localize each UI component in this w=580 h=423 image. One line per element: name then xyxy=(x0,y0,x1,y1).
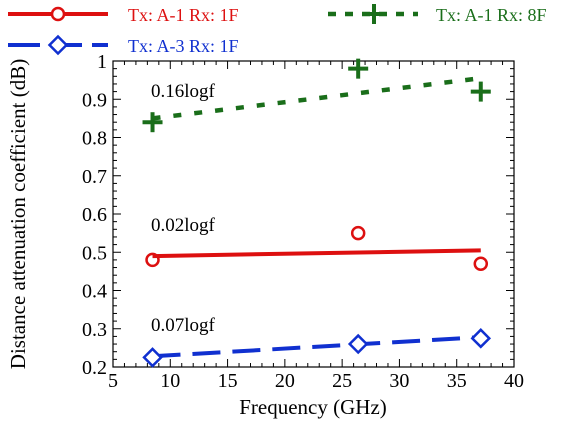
fit-label-a3-1f: 0.07logf xyxy=(151,315,216,336)
data-point-a1-8f xyxy=(142,112,163,133)
y-axis-title: Distance attenuation coefficient (dB) xyxy=(6,59,30,369)
x-tick-label: 35 xyxy=(447,370,467,392)
x-tick-label: 15 xyxy=(218,370,238,392)
x-axis-title: Frequency (GHz) xyxy=(239,395,387,419)
legend-marker-a1-1f xyxy=(50,6,66,22)
data-point-a3-1f xyxy=(347,333,369,355)
legend-marker-a3-1f xyxy=(47,34,69,56)
fit-line-a1-8f xyxy=(152,75,482,121)
data-points xyxy=(142,58,492,368)
data-point-a1-1f xyxy=(145,252,160,268)
x-tick-label: 40 xyxy=(504,370,524,392)
legend-label-a3-1f: Tx: A-3 Rx: 1F xyxy=(128,36,239,56)
y-tick-label: 0.3 xyxy=(82,319,107,341)
x-tick-label: 20 xyxy=(275,370,295,392)
data-point-a3-1f xyxy=(470,328,492,349)
data-point-a1-1f xyxy=(350,225,366,241)
y-tick-label: 0.9 xyxy=(82,89,107,111)
data-point-a3-1f xyxy=(142,347,163,368)
legend-item-a1-1f: Tx: A-1 Rx: 1F xyxy=(8,5,239,25)
data-point-a1-8f xyxy=(348,58,369,79)
data-point-a1-8f xyxy=(470,81,491,102)
fit-label-a1-1f: 0.02logf xyxy=(151,215,216,236)
x-tick-label: 10 xyxy=(160,370,180,392)
y-tick-label: 1 xyxy=(97,51,107,73)
y-tick-label: 0.8 xyxy=(82,128,107,150)
data-point-a1-1f xyxy=(473,256,489,271)
fit-line-a1-1f xyxy=(152,248,481,259)
y-tick-label: 0.2 xyxy=(82,357,107,379)
legend-item-a3-1f: Tx: A-3 Rx: 1F xyxy=(8,34,239,56)
legend-marker-a1-8f xyxy=(364,4,384,24)
fit-label-a1-8f: 0.16logf xyxy=(151,81,216,102)
x-tick-label: 5 xyxy=(108,370,118,392)
x-tick-label: 30 xyxy=(389,370,409,392)
fit-line-a3-1f xyxy=(152,335,481,359)
legend-label-a1-1f: Tx: A-1 Rx: 1F xyxy=(128,5,239,25)
y-tick-label: 0.4 xyxy=(82,281,107,303)
y-tick-label: 0.5 xyxy=(82,242,107,264)
fit-lines xyxy=(152,75,482,359)
legend-label-a1-8f: Tx: A-1 Rx: 8F xyxy=(436,5,547,25)
x-tick-label: 25 xyxy=(332,370,352,392)
legend: Tx: A-1 Rx: 1F Tx: A-1 Rx: 8F Tx: A-3 Rx… xyxy=(8,4,547,56)
y-tick-label: 0.7 xyxy=(82,166,107,188)
axis-ticks: 5 10 15 20 25 30 35 40 0.2 0.3 0.4 0.5 0.6 0.7 0.8 0.9 1 xyxy=(82,51,524,392)
legend-item-a1-8f: Tx: A-1 Rx: 8F xyxy=(328,4,547,25)
y-tick-label: 0.6 xyxy=(82,204,107,226)
